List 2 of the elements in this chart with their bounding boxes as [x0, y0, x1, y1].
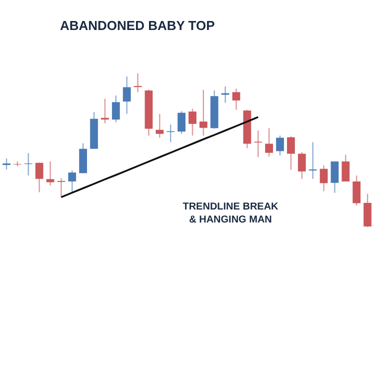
- annotation: TRENDLINE BREAK & HANGING MAN: [182, 201, 280, 226]
- text: ABANDONED BABY TOP: [60, 18, 216, 33]
